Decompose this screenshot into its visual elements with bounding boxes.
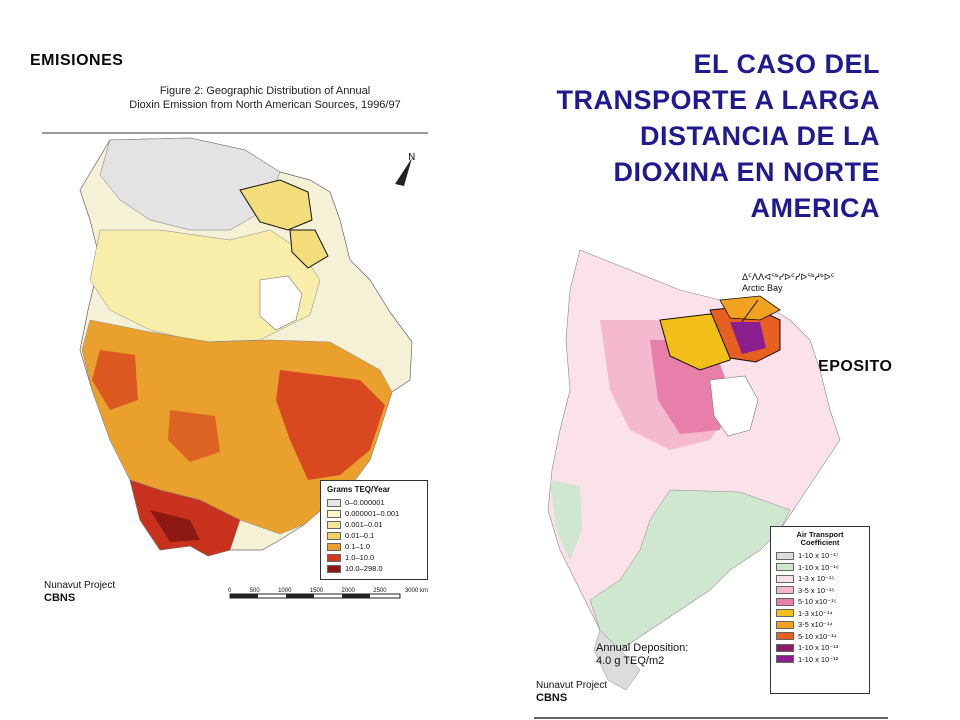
emissions-legend: Grams TEQ/Year 0–0.000001 0.000001–0.001… xyxy=(320,480,428,580)
arctic-bay-label: Δᑦᐱᐱᐊᖅᓯᐅᑦᓯᐅᖅᓱᒃᐅᑦ Arctic Bay xyxy=(742,272,835,294)
scale-tick: 2000 xyxy=(341,588,355,594)
legend-label: 0.001–0.01 xyxy=(345,520,383,529)
title-line: TRANSPORTE A LARGA xyxy=(556,85,880,115)
legend-swatch xyxy=(776,620,794,629)
legend-label: 1-10 x 10⁻¹⁷ xyxy=(798,551,839,561)
credit-line: Nunavut Project xyxy=(536,680,608,691)
legend-swatch xyxy=(776,574,794,583)
legend-label: 0–0.000001 xyxy=(345,498,385,507)
emisiones-label: EMISIONES xyxy=(30,52,124,69)
credit-org: CBNS xyxy=(536,692,568,704)
legend-swatch xyxy=(776,597,794,606)
legend-swatch xyxy=(327,564,341,573)
legend-label: 1-3 x10⁻¹⁴ xyxy=(798,608,833,618)
annual-value: 4.0 g TEQ/m2 xyxy=(596,655,665,667)
legend-row: 0.1–1.0 xyxy=(327,541,421,552)
legend-row: 3-5 x10⁻¹⁴ xyxy=(776,619,864,631)
annual-deposition: Annual Deposition: 4.0 g TEQ/m2 xyxy=(596,642,688,668)
legend-swatch xyxy=(327,553,341,562)
legend-label: 1-10 x 10⁻¹² xyxy=(798,654,839,664)
deposition-map: Δᑦᐱᐱᐊᖅᓯᐅᑦᓯᐅᖅᓱᒃᐅᑦ Arctic Bay Air Transpor… xyxy=(530,230,890,720)
legend-swatch xyxy=(776,609,794,618)
legend-label: 0.01–0.1 xyxy=(345,531,375,540)
arctic-syllabic: Δᑦᐱᐱᐊᖅᓯᐅᑦᓯᐅᖅᓱᒃᐅᑦ xyxy=(742,272,835,282)
deposition-legend: Air Transport Coefficient 1-10 x 10⁻¹⁷ 1… xyxy=(770,526,870,694)
legend-label: 0.1–1.0 xyxy=(345,542,371,551)
scale-tick: 0 xyxy=(228,588,232,594)
legend-swatch xyxy=(327,520,341,529)
legend-swatch xyxy=(776,655,794,664)
legend-swatch xyxy=(776,563,794,572)
legend-row: 0.000001–0.001 xyxy=(327,508,421,519)
legend-row: 1.0–10.0 xyxy=(327,552,421,563)
scale-bar: 0 500 1000 1500 2000 2500 3000 km xyxy=(228,588,428,618)
legend-swatch xyxy=(776,586,794,595)
legend-row: 1-10 x 10⁻¹⁶ xyxy=(776,562,864,574)
figure-caption: Figure 2: Geographic Distribution of Ann… xyxy=(100,84,430,112)
legend-swatch xyxy=(776,551,794,560)
right-credit: Nunavut Project CBNS xyxy=(536,680,607,704)
legend-row: 1-3 x10⁻¹⁴ xyxy=(776,608,864,620)
legend-swatch xyxy=(327,498,341,507)
legend-label: 5-10 x10⁻¹⁵ xyxy=(798,597,837,607)
legend-label: 3-5 x10⁻¹⁴ xyxy=(798,620,833,630)
legend-label: 3-5 x 10⁻¹⁵ xyxy=(798,585,835,595)
legend-label: 10.0–298.0 xyxy=(345,564,383,573)
caption-line: Dioxin Emission from North American Sour… xyxy=(129,99,401,111)
legend-title: Grams TEQ/Year xyxy=(327,485,391,494)
legend-label: 1-3 x 10⁻¹⁵ xyxy=(798,574,835,584)
legend-label: 1-10 x 10⁻¹³ xyxy=(798,643,839,653)
arctic-bay-name: Arctic Bay xyxy=(742,283,783,293)
legend-row: 1-10 x 10⁻¹² xyxy=(776,654,864,666)
north-arrow-icon: N xyxy=(395,152,415,186)
legend-row: 5-10 x10⁻¹⁴ xyxy=(776,631,864,643)
caption-divider xyxy=(42,132,428,134)
legend-label: 5-10 x10⁻¹⁴ xyxy=(798,631,837,641)
annual-label: Annual Deposition: xyxy=(596,642,689,654)
svg-text:N: N xyxy=(408,152,415,163)
scale-tick: 3000 km xyxy=(404,588,428,594)
legend-swatch xyxy=(327,542,341,551)
caption-line: Figure 2: Geographic Distribution of Ann… xyxy=(159,85,371,97)
legend-title-line: Coefficient xyxy=(800,538,840,547)
deposition-map-graphic xyxy=(534,249,888,719)
slide-title: EL CASO DEL TRANSPORTE A LARGA DISTANCIA… xyxy=(460,46,880,226)
legend-row: 10.0–298.0 xyxy=(327,563,421,574)
legend-label: 0.000001–0.001 xyxy=(345,509,400,518)
title-line: AMERICA xyxy=(750,193,880,223)
legend-row: 1-3 x 10⁻¹⁵ xyxy=(776,573,864,585)
legend-title-line: Air Transport xyxy=(796,530,844,539)
credit-org: CBNS xyxy=(44,592,76,604)
legend-row: 5-10 x10⁻¹⁵ xyxy=(776,596,864,608)
scale-tick: 1500 xyxy=(309,588,324,594)
legend-swatch xyxy=(327,509,341,518)
legend-row: 0.01–0.1 xyxy=(327,530,421,541)
scale-tick: 1000 xyxy=(278,588,292,594)
legend-row: 0–0.000001 xyxy=(327,497,421,508)
scale-tick: 500 xyxy=(249,588,260,594)
emissions-map: Figure 2: Geographic Distribution of Ann… xyxy=(40,80,430,620)
scale-tick: 2500 xyxy=(373,588,387,594)
legend-row: 1-10 x 10⁻¹³ xyxy=(776,642,864,654)
scale-bar-graphic xyxy=(229,593,401,599)
legend-title: Air Transport Coefficient xyxy=(776,531,864,547)
emissions-map-graphic: N xyxy=(79,137,415,557)
legend-row: 3-5 x 10⁻¹⁵ xyxy=(776,585,864,597)
title-line: DISTANCIA DE LA xyxy=(640,121,880,151)
legend-label: 1.0–10.0 xyxy=(345,553,375,562)
title-line: DIOXINA EN NORTE xyxy=(613,157,880,187)
legend-row: 1-10 x 10⁻¹⁷ xyxy=(776,550,864,562)
scale-ticks: 0 500 1000 1500 2000 2500 3000 km xyxy=(228,588,428,594)
legend-swatch xyxy=(776,643,794,652)
title-line: EL CASO DEL xyxy=(693,49,880,79)
credit-line: Nunavut Project xyxy=(44,580,116,591)
legend-swatch xyxy=(776,632,794,641)
legend-label: 1-10 x 10⁻¹⁶ xyxy=(798,562,839,572)
deposito-label: DEPOSITO xyxy=(806,358,893,375)
legend-row: 0.001–0.01 xyxy=(327,519,421,530)
left-credit: Nunavut Project CBNS xyxy=(44,580,115,604)
legend-swatch xyxy=(327,531,341,540)
